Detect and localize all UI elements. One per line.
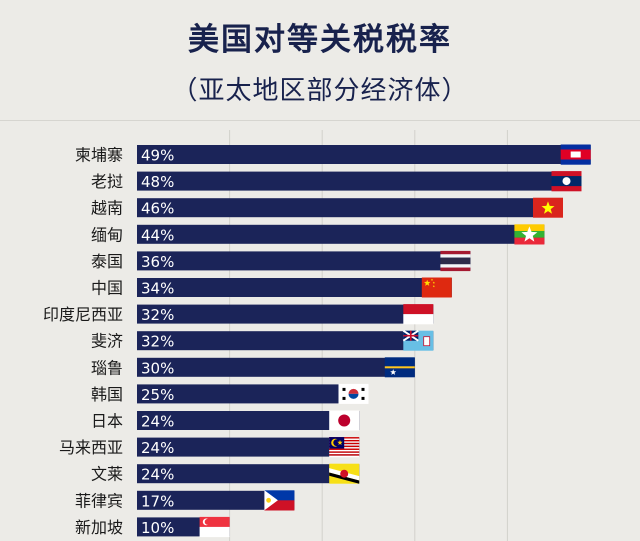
myanmar-flag-icon (514, 224, 545, 245)
value-label: 24% (141, 413, 174, 431)
bar (137, 490, 295, 510)
value-label: 36% (141, 253, 174, 271)
category-label: 柬埔寨 (75, 146, 123, 165)
category-label: 斐济 (91, 332, 123, 351)
china-flag-icon (421, 277, 452, 298)
bar (137, 411, 360, 430)
value-label: 17% (141, 492, 174, 510)
bar (137, 304, 434, 324)
indonesia-flag-icon (403, 304, 434, 325)
singapore-flag-icon (199, 516, 230, 538)
malaysia-flag-icon (329, 437, 360, 458)
bar (137, 145, 591, 164)
value-label: 32% (141, 333, 174, 351)
philippines-flag-icon (264, 490, 295, 511)
category-label: 缅甸 (91, 225, 123, 244)
category-label: 老挝 (91, 172, 123, 191)
category-label: 文莱 (91, 465, 123, 484)
value-label: 24% (141, 466, 174, 484)
chart-title: 美国对等关税税率 (188, 22, 452, 58)
bar (137, 171, 582, 191)
bar (137, 357, 415, 377)
bar (137, 251, 471, 271)
value-label: 30% (141, 359, 174, 377)
category-label: 韩国 (91, 385, 123, 404)
category-label: 瑙鲁 (91, 358, 123, 377)
category-label: 马来西亚 (59, 438, 123, 457)
bar (137, 278, 452, 297)
category-label: 印度尼西亚 (43, 305, 123, 324)
chart-subtitle: （亚太地区部分经济体） (171, 76, 469, 106)
value-label: 49% (141, 147, 174, 165)
bar (137, 464, 360, 484)
category-label: 菲律宾 (75, 491, 123, 510)
bar (137, 384, 369, 404)
laos-flag-icon (551, 171, 582, 192)
bar (137, 198, 563, 218)
category-label: 日本 (91, 412, 123, 431)
thailand-flag-icon (440, 250, 471, 272)
bar (137, 331, 434, 351)
nauru-flag-icon (384, 357, 415, 378)
value-label: 25% (141, 386, 174, 404)
south-korea-flag-icon (338, 383, 369, 404)
bar (137, 224, 545, 244)
value-label: 34% (141, 280, 174, 298)
flags (199, 144, 591, 538)
bar (137, 437, 360, 457)
value-label: 46% (141, 200, 174, 218)
value-labels: 49% 48% 46% 44% 36% 34% 32% 32% 30% 25% 24% 24% 24% 1… (141, 147, 174, 537)
category-label: 泰国 (91, 252, 123, 271)
vietnam-flag-icon (533, 197, 563, 218)
category-label: 越南 (91, 199, 123, 218)
brunei-flag-icon (329, 463, 360, 484)
cambodia-flag-icon (560, 144, 591, 165)
value-label: 48% (141, 173, 174, 191)
header-divider (0, 120, 640, 121)
bars (137, 145, 591, 537)
japan-flag-icon (329, 410, 360, 431)
category-label: 新加坡 (75, 518, 123, 537)
category-label: 中国 (91, 279, 123, 298)
fiji-flag-icon (402, 329, 434, 351)
value-label: 24% (141, 439, 174, 457)
value-label: 44% (141, 226, 174, 244)
value-label: 10% (141, 519, 174, 537)
value-label: 32% (141, 306, 174, 324)
